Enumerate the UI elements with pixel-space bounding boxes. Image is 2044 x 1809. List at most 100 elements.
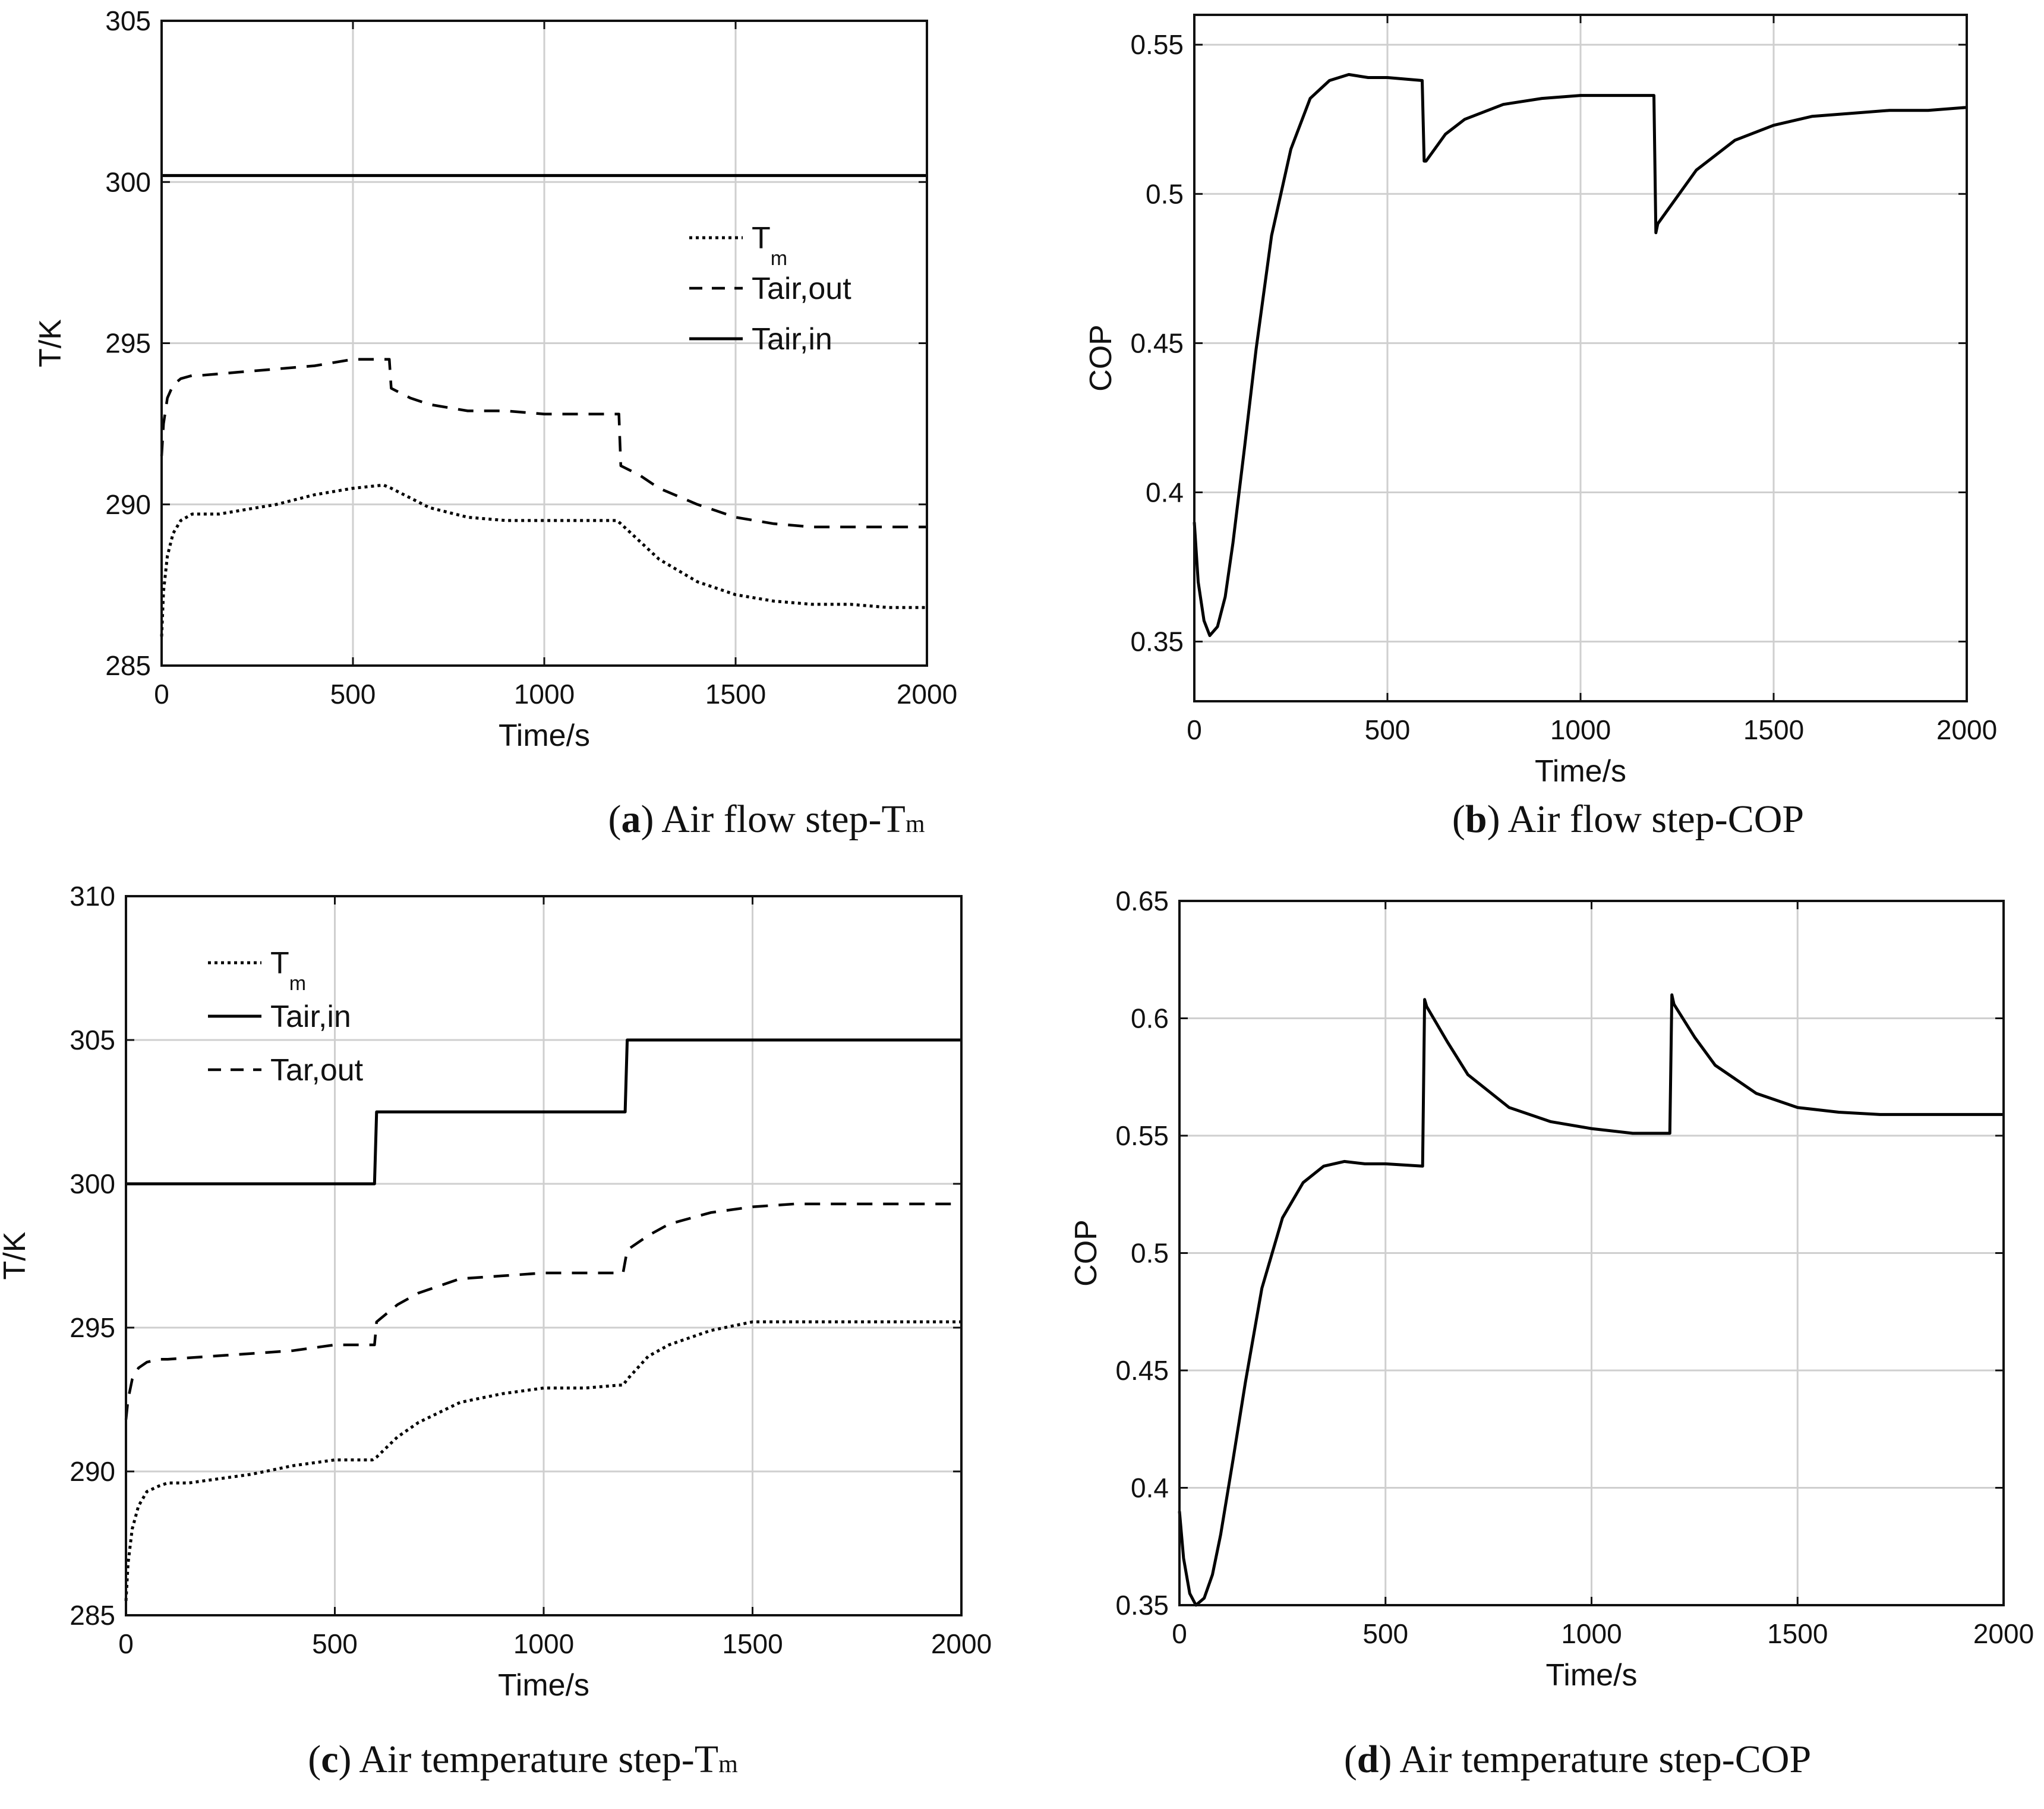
y-axis-label: COP: [1069, 1219, 1103, 1287]
caption-text: Air temperature step-COP: [1392, 1738, 1812, 1781]
series-line-t: [124, 1320, 961, 1601]
caption-paren: (: [1452, 798, 1465, 841]
y-tick-label: 0.65: [1115, 885, 1169, 916]
caption-paren: ): [1379, 1738, 1392, 1781]
legend-label: Tar,out: [270, 1053, 364, 1088]
x-axis-label: Time/s: [498, 1668, 589, 1703]
y-tick-label: 300: [105, 166, 151, 197]
caption-paren: ): [641, 798, 654, 841]
caption-text: Air flow step-T: [654, 798, 905, 841]
caption-paren: (: [608, 798, 621, 841]
chart-panel-c: 0 500 1000 1500 2000 285 290 295 300 305 310 Time/s…: [0, 881, 992, 1781]
y-tick-label: 305: [70, 1025, 115, 1055]
x-tick-label: 500: [312, 1628, 358, 1659]
legend-label-main: T: [752, 221, 771, 256]
plot-frame: [1178, 900, 2005, 1606]
x-tick-label: 1500: [722, 1628, 783, 1659]
caption-letter: b: [1465, 798, 1487, 841]
x-tick-label: 0: [1187, 714, 1202, 745]
y-tick-label: 0.6: [1131, 1003, 1169, 1034]
caption-text: Air temperature step-T: [352, 1738, 719, 1781]
legend-label: Tm: [752, 221, 787, 270]
caption-text: Air flow step-COP: [1500, 798, 1805, 841]
x-tick-label: 1000: [513, 1628, 574, 1659]
y-tick-label: 300: [70, 1168, 115, 1199]
caption-paren: ): [339, 1738, 352, 1781]
legend-label-subscript: m: [771, 247, 787, 270]
series-line-t: [160, 483, 927, 637]
legend-label: Tair,in: [752, 322, 832, 357]
x-axis-label: Time/s: [1545, 1658, 1637, 1693]
y-tick-label: 0.5: [1131, 1238, 1169, 1269]
y-axis-label: COP: [1084, 324, 1118, 392]
y-tick-label: 305: [105, 5, 151, 36]
y-axis-label: T/K: [33, 319, 68, 367]
legend-label: Tair,in: [270, 1000, 351, 1034]
y-tick-label: 310: [70, 881, 115, 912]
x-tick-label: 1500: [1767, 1618, 1828, 1649]
panel-caption: (b) Air flow step-COP: [1452, 798, 1804, 841]
legend-label-subscript: m: [289, 972, 306, 995]
y-tick-label: 0.35: [1115, 1590, 1169, 1621]
panel-caption: (d) Air temperature step-COP: [1344, 1738, 1811, 1781]
x-axis-label: Time/s: [499, 718, 590, 753]
x-tick-label: 0: [154, 679, 169, 710]
caption-letter: c: [321, 1738, 338, 1781]
y-tick-label: 0.5: [1146, 178, 1184, 209]
y-tick-label: 0.55: [1130, 29, 1184, 60]
y-tick-label: 0.35: [1130, 626, 1184, 657]
x-tick-label: 0: [1172, 1618, 1187, 1649]
x-tick-label: 1000: [514, 679, 575, 710]
x-tick-label: 500: [330, 679, 376, 710]
panel-caption: (a) Air flow step-Tm: [608, 798, 925, 841]
x-tick-label: 0: [118, 1628, 134, 1659]
x-tick-label: 1000: [1550, 714, 1611, 745]
chart-panel-d: 0 500 1000 1500 2000 0.35 0.4 0.45 0.5 0.55 0.6 0.6…: [1069, 885, 2034, 1781]
plot-frame: [1193, 14, 1968, 702]
series-line-tair-out: [160, 358, 927, 528]
series-line-tar-out: [124, 1202, 961, 1420]
x-tick-label: 1500: [705, 679, 766, 710]
series-line-tair-in: [126, 1038, 961, 1186]
y-tick-label: 0.4: [1146, 477, 1184, 508]
legend-label-main: T: [270, 946, 289, 981]
y-tick-label: 285: [70, 1600, 115, 1631]
series-line-cop: [1178, 993, 2004, 1607]
plot-frame: [125, 895, 963, 1616]
y-tick-label: 295: [105, 328, 151, 359]
y-tick-label: 290: [70, 1456, 115, 1487]
legend-label-main: Tair,in: [752, 322, 832, 357]
y-axis-label: T/K: [0, 1231, 32, 1279]
x-tick-label: 1500: [1743, 714, 1804, 745]
x-axis-label: Time/s: [1535, 754, 1626, 789]
legend-label-main: Tair,out: [752, 272, 851, 306]
y-tick-label: 290: [105, 489, 151, 520]
x-tick-label: 2000: [1973, 1618, 2034, 1649]
x-tick-label: 1000: [1561, 1618, 1622, 1649]
y-tick-label: 0.4: [1131, 1473, 1169, 1504]
y-tick-label: 285: [105, 650, 151, 681]
caption-subscript: m: [718, 1751, 738, 1778]
caption-paren: (: [1344, 1738, 1357, 1781]
x-tick-label: 500: [1362, 1618, 1408, 1649]
x-tick-label: 2000: [897, 679, 957, 710]
caption-letter: a: [621, 798, 641, 841]
x-tick-label: 2000: [931, 1628, 992, 1659]
legend: Tm Tair,in Tar,out: [208, 946, 364, 1088]
caption-paren: ): [1487, 798, 1500, 841]
legend-label-main: Tar,out: [270, 1053, 364, 1088]
y-tick-label: 0.55: [1115, 1120, 1169, 1151]
y-tick-label: 0.45: [1115, 1355, 1169, 1386]
series-line-cop: [1193, 73, 1967, 637]
y-tick-label: 295: [70, 1312, 115, 1343]
plot-frame: [160, 20, 928, 667]
legend-label-main: Tair,in: [270, 1000, 351, 1034]
caption-paren: (: [308, 1738, 321, 1781]
panel-caption: (c) Air temperature step-Tm: [308, 1738, 738, 1781]
chart-panel-a: 0 500 1000 1500 2000 285 290 295 300 305 Time/s T/K…: [33, 5, 957, 841]
x-tick-label: 500: [1365, 714, 1411, 745]
chart-panel-b: 0 500 1000 1500 2000 0.35 0.4 0.45 0.5 0.55 Time/s…: [1084, 14, 1997, 841]
caption-letter: d: [1357, 1738, 1379, 1781]
caption-subscript: m: [906, 811, 925, 838]
